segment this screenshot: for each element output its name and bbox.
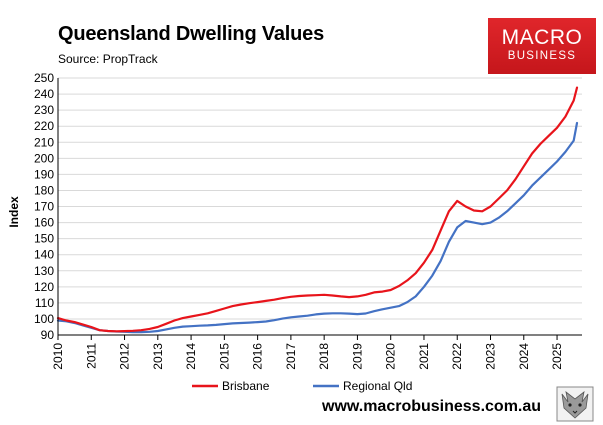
series-line-regional-qld — [56, 121, 579, 334]
macrobusiness-logo: MACRO BUSINESS — [488, 18, 596, 74]
x-tick-label: 2025 — [550, 343, 564, 370]
legend-label: Regional Qld — [343, 379, 412, 393]
y-tick-label: 130 — [34, 264, 54, 278]
y-tick-label: 240 — [34, 87, 54, 101]
y-tick-label: 120 — [34, 280, 54, 294]
y-tick-label: 220 — [34, 119, 54, 133]
y-tick-label: 100 — [34, 312, 54, 326]
y-tick-label: 250 — [34, 71, 54, 85]
y-tick-label: 90 — [41, 328, 55, 342]
source-note: Source: PropTrack — [58, 52, 158, 66]
y-tick-label: 110 — [35, 296, 54, 310]
x-tick-label: 2013 — [151, 343, 165, 370]
x-tick-label: 2022 — [450, 343, 464, 370]
series-line-brisbane — [56, 86, 579, 333]
x-tick-label: 2018 — [317, 343, 331, 370]
y-tick-label: 170 — [34, 200, 54, 214]
chart-series — [56, 86, 579, 334]
wolf-emblem-icon — [556, 386, 594, 422]
y-tick-label: 210 — [34, 135, 54, 149]
y-tick-label: 230 — [34, 103, 54, 117]
chart-axes — [57, 78, 582, 336]
x-tick-label: 2011 — [84, 343, 98, 369]
x-tick-label: 2020 — [384, 343, 398, 370]
x-tick-label: 2015 — [217, 343, 231, 370]
chart-legend: Brisbane Regional Qld — [192, 379, 412, 393]
y-tick-label: 160 — [34, 216, 54, 230]
y-axis-label: Index — [7, 196, 21, 228]
logo-text-business: BUSINESS — [507, 50, 577, 62]
y-tick-label: 140 — [34, 248, 54, 262]
y-tick-label: 150 — [34, 232, 54, 246]
x-tick-label: 2017 — [284, 343, 298, 370]
legend-label: Brisbane — [222, 379, 270, 393]
y-tick-label: 200 — [34, 151, 54, 165]
x-tick-label: 2019 — [350, 343, 364, 370]
legend-item: Regional Qld — [313, 379, 412, 393]
x-tick-label: 2012 — [118, 343, 132, 370]
x-tick-label: 2021 — [417, 343, 431, 370]
x-tick-label: 2016 — [251, 343, 265, 370]
y-axis-ticks: 90 100 110 120 130 140 150 160 170 180 190 200 210 22… — [34, 71, 54, 342]
y-tick-label: 190 — [34, 167, 54, 181]
x-tick-label: 2014 — [184, 343, 198, 370]
y-tick-label: 180 — [34, 183, 54, 197]
chart-gridlines — [58, 77, 582, 320]
x-tick-label: 2024 — [517, 343, 531, 370]
footer-url[interactable]: www.macrobusiness.com.au — [322, 398, 542, 415]
x-tick-label: 2023 — [484, 343, 498, 370]
x-axis-ticks: 2010 2011 2012 2013 2014 2015 2016 2017 2018 2019… — [51, 335, 564, 370]
x-tick-label: 2010 — [51, 343, 65, 370]
legend-item: Brisbane — [192, 379, 270, 393]
page-title: Queensland Dwelling Values — [58, 23, 324, 45]
logo-text-macro: MACRO — [501, 26, 583, 49]
